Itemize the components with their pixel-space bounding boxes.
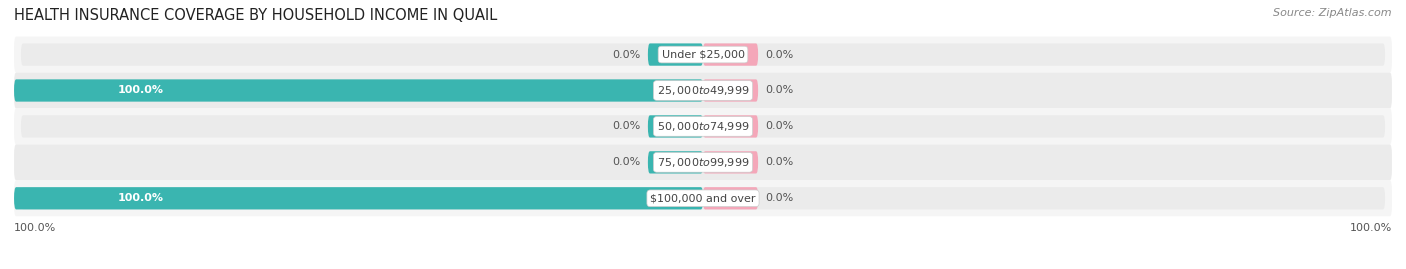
FancyBboxPatch shape bbox=[21, 79, 1385, 102]
FancyBboxPatch shape bbox=[703, 79, 758, 102]
FancyBboxPatch shape bbox=[21, 187, 1385, 210]
FancyBboxPatch shape bbox=[14, 37, 1392, 73]
Text: $75,000 to $99,999: $75,000 to $99,999 bbox=[657, 156, 749, 169]
Text: $25,000 to $49,999: $25,000 to $49,999 bbox=[657, 84, 749, 97]
Text: 100.0%: 100.0% bbox=[117, 193, 163, 203]
Text: $100,000 and over: $100,000 and over bbox=[650, 193, 756, 203]
Text: 0.0%: 0.0% bbox=[765, 193, 793, 203]
Text: HEALTH INSURANCE COVERAGE BY HOUSEHOLD INCOME IN QUAIL: HEALTH INSURANCE COVERAGE BY HOUSEHOLD I… bbox=[14, 8, 498, 23]
FancyBboxPatch shape bbox=[14, 73, 1392, 108]
FancyBboxPatch shape bbox=[14, 79, 703, 102]
Text: 0.0%: 0.0% bbox=[765, 121, 793, 132]
Text: 0.0%: 0.0% bbox=[765, 157, 793, 167]
Text: 0.0%: 0.0% bbox=[613, 157, 641, 167]
Text: Under $25,000: Under $25,000 bbox=[661, 49, 745, 59]
FancyBboxPatch shape bbox=[703, 151, 758, 174]
FancyBboxPatch shape bbox=[21, 43, 1385, 66]
FancyBboxPatch shape bbox=[703, 187, 758, 210]
Text: 0.0%: 0.0% bbox=[765, 86, 793, 95]
FancyBboxPatch shape bbox=[14, 187, 703, 210]
Text: 100.0%: 100.0% bbox=[117, 86, 163, 95]
Text: 0.0%: 0.0% bbox=[765, 49, 793, 59]
Text: Source: ZipAtlas.com: Source: ZipAtlas.com bbox=[1274, 8, 1392, 18]
Text: 100.0%: 100.0% bbox=[14, 224, 56, 233]
Text: 0.0%: 0.0% bbox=[613, 121, 641, 132]
FancyBboxPatch shape bbox=[14, 144, 1392, 180]
FancyBboxPatch shape bbox=[21, 115, 1385, 137]
FancyBboxPatch shape bbox=[14, 108, 1392, 144]
FancyBboxPatch shape bbox=[703, 115, 758, 137]
FancyBboxPatch shape bbox=[648, 43, 703, 66]
Text: $50,000 to $74,999: $50,000 to $74,999 bbox=[657, 120, 749, 133]
FancyBboxPatch shape bbox=[648, 115, 703, 137]
FancyBboxPatch shape bbox=[21, 151, 1385, 174]
FancyBboxPatch shape bbox=[14, 180, 1392, 216]
Text: 100.0%: 100.0% bbox=[1350, 224, 1392, 233]
FancyBboxPatch shape bbox=[648, 151, 703, 174]
Text: 0.0%: 0.0% bbox=[613, 49, 641, 59]
FancyBboxPatch shape bbox=[703, 43, 758, 66]
